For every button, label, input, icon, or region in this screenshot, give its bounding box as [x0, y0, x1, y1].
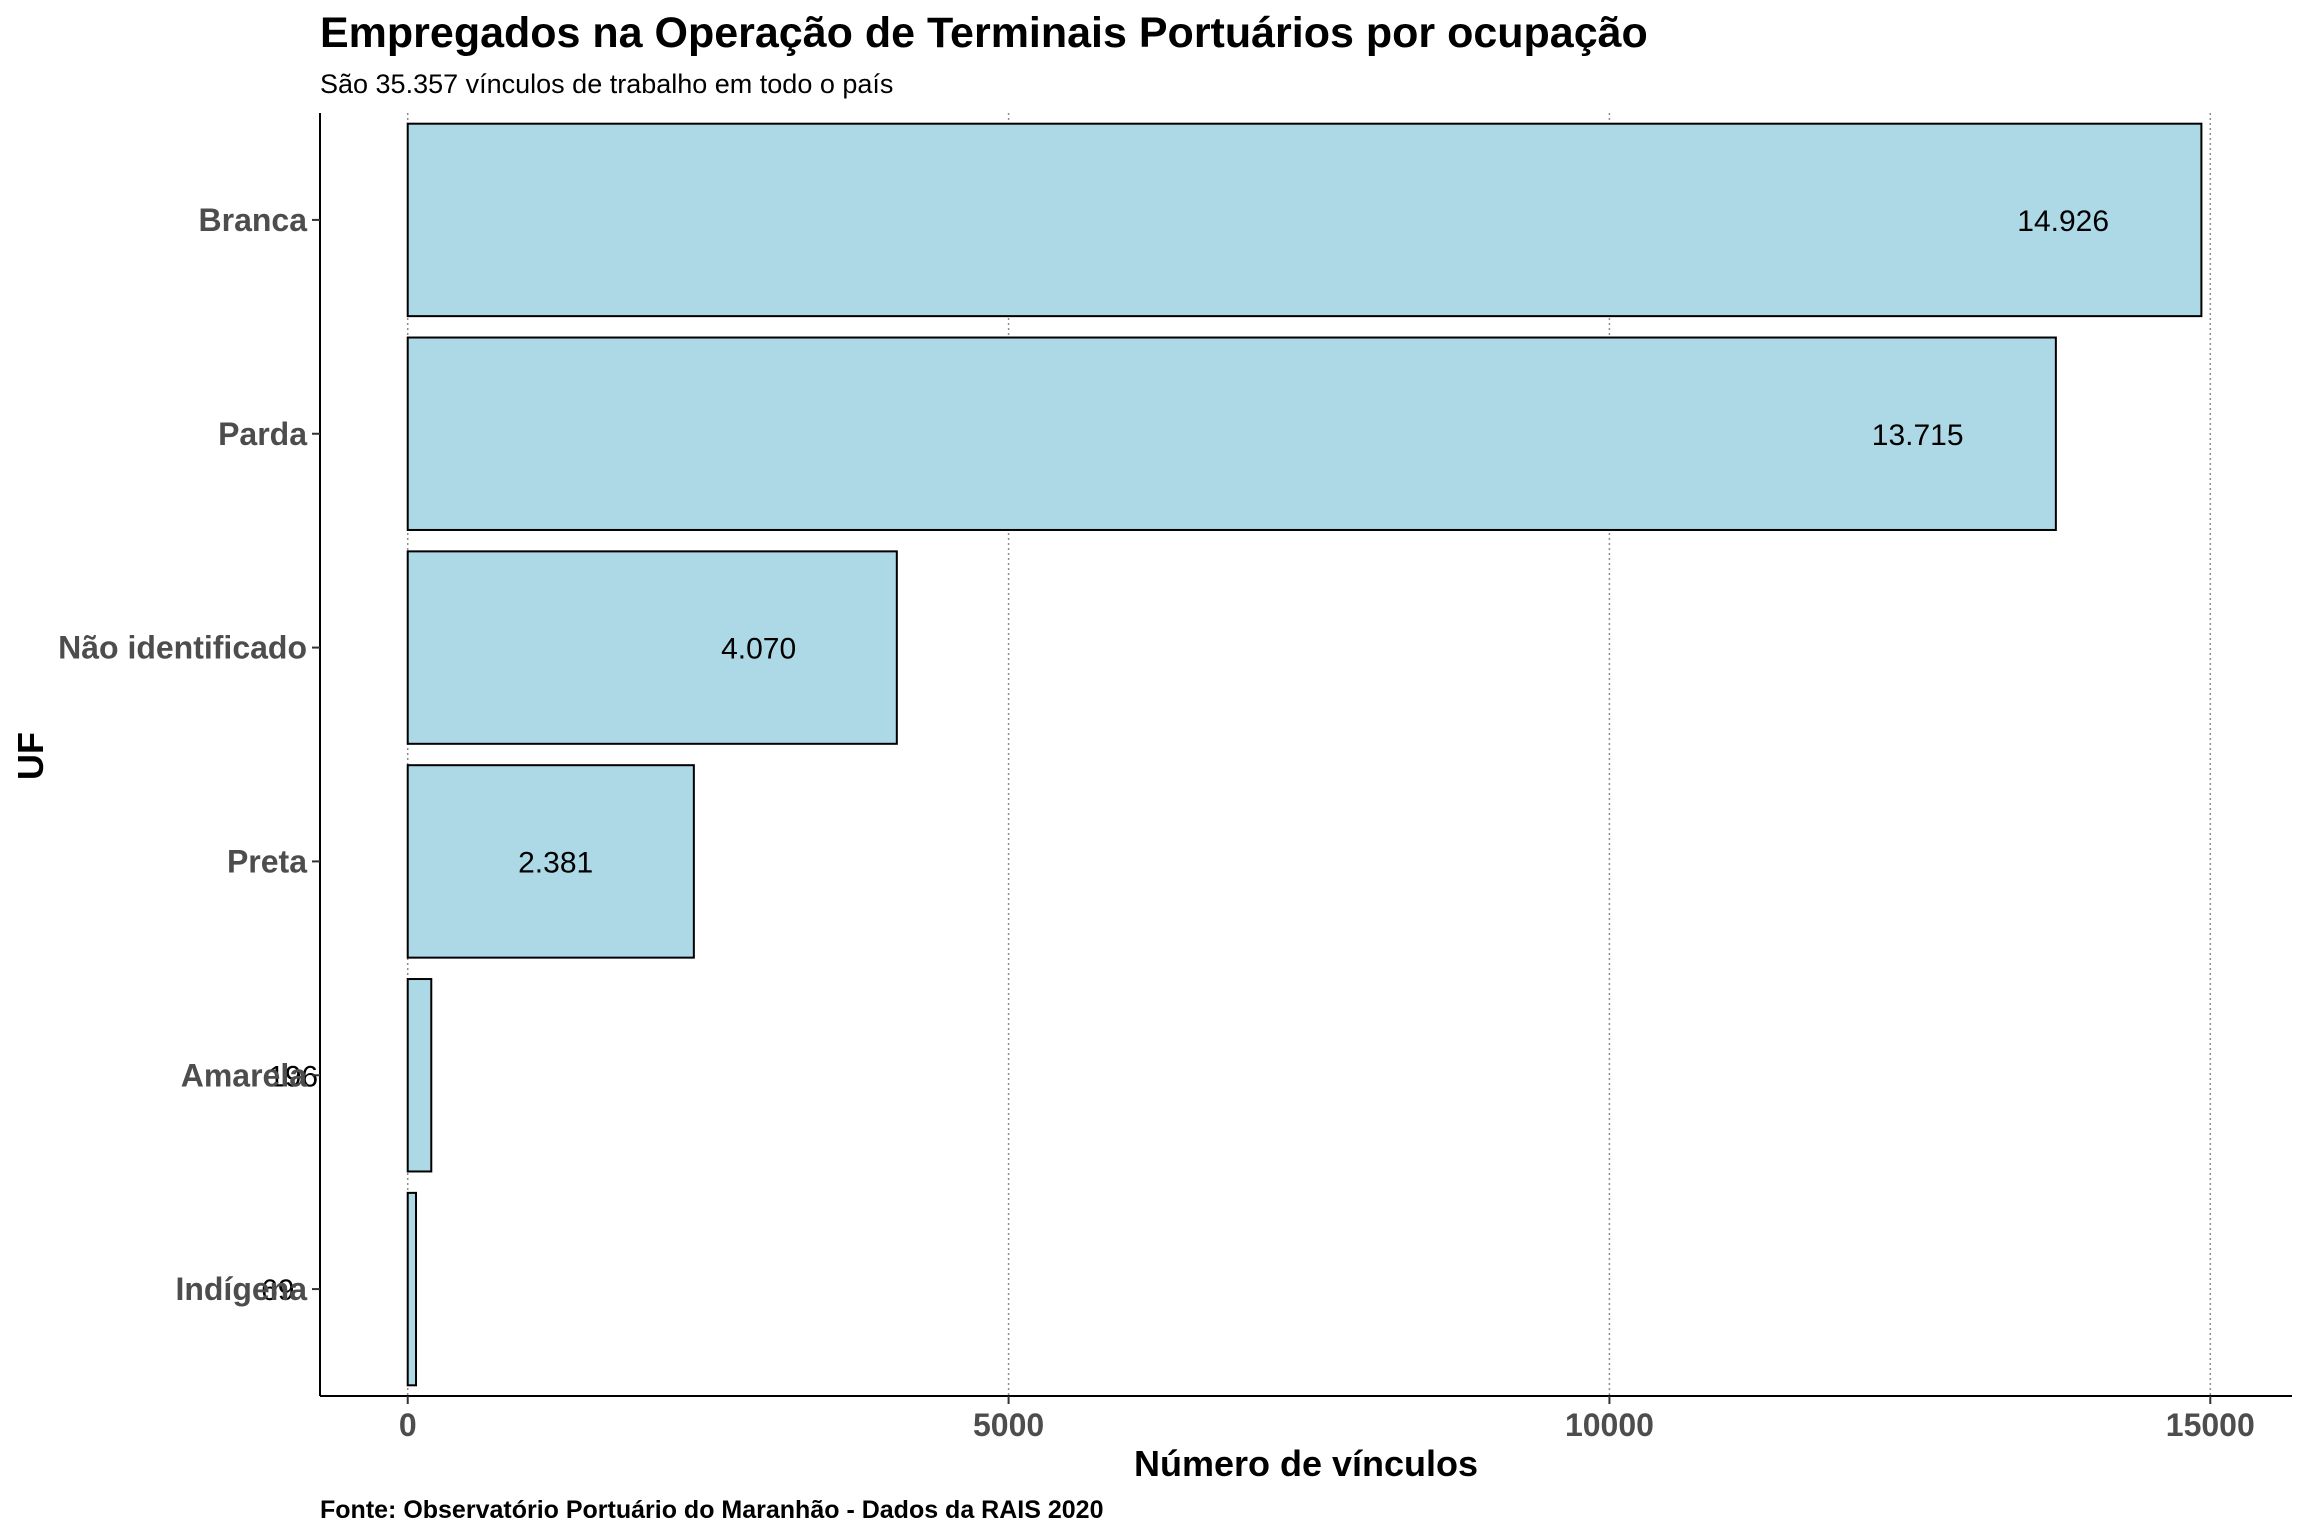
y-tick-label: Branca: [199, 202, 308, 238]
data-label: 2.381: [518, 846, 593, 879]
x-tick-label: 5000: [973, 1407, 1044, 1443]
y-tick-label: Amarela: [181, 1057, 308, 1093]
gridlines: [406, 113, 2212, 1396]
x-axis-ticks: 0 5000 10000 15000: [399, 1396, 2255, 1443]
data-label: 4.070: [721, 633, 796, 666]
y-axis-ticks: Branca Parda Não identificado Preta Amarela I…: [58, 202, 320, 1307]
source-caption: Fonte: Observatório Portuário do Maranhã…: [320, 1496, 1103, 1524]
x-tick-label: 10000: [1565, 1407, 1654, 1443]
data-label: 14.926: [2017, 205, 2109, 238]
x-tick-label: 0: [399, 1407, 417, 1443]
data-label: 196: [268, 1060, 318, 1093]
x-axis-title: Número de vínculos: [1134, 1443, 1478, 1484]
bar: [406, 1191, 418, 1387]
y-tick-label: Não identificado: [58, 630, 307, 666]
x-tick-label: 15000: [2166, 1407, 2255, 1443]
bars: [406, 122, 2203, 1387]
bar: [406, 122, 2203, 318]
y-tick-label: Indígena: [175, 1271, 307, 1307]
chart-subtitle: São 35.357 vínculos de trabalho em todo …: [320, 69, 893, 99]
y-tick-label: Parda: [218, 416, 307, 452]
chart-title: Empregados na Operação de Terminais Port…: [320, 9, 1648, 57]
bar: [406, 978, 433, 1173]
data-label: 69: [261, 1274, 294, 1307]
bar: [406, 550, 898, 745]
data-label: 13.715: [1872, 419, 1964, 452]
data-labels: 14.926 13.715 4.070 2.381 196 69: [261, 205, 2109, 1307]
bar: [406, 336, 2057, 531]
bar: [406, 764, 695, 959]
y-axis-title: UF: [10, 732, 51, 780]
y-tick-label: Preta: [227, 843, 307, 879]
